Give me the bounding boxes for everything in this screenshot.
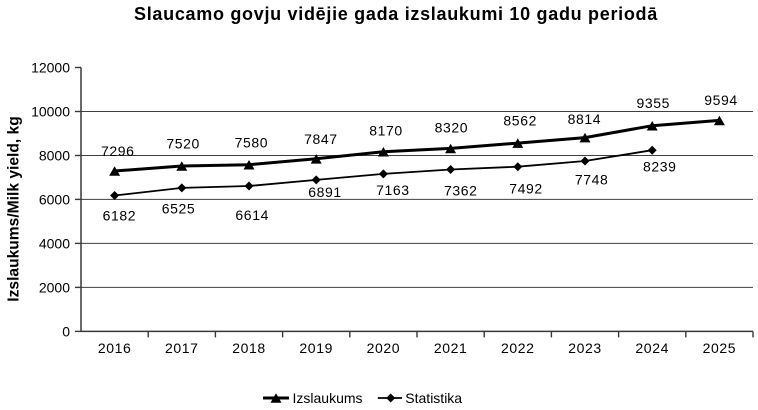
svg-text:2019: 2019: [299, 340, 333, 356]
svg-text:Statistika: Statistika: [405, 390, 462, 406]
svg-text:6000: 6000: [39, 191, 70, 207]
svg-text:7520: 7520: [166, 136, 200, 152]
svg-text:8814: 8814: [568, 111, 602, 127]
svg-text:10000: 10000: [31, 103, 70, 119]
svg-text:7748: 7748: [575, 171, 609, 187]
svg-text:2018: 2018: [232, 340, 266, 356]
svg-text:2024: 2024: [635, 340, 669, 356]
svg-text:7296: 7296: [101, 143, 135, 159]
svg-text:2021: 2021: [434, 340, 468, 356]
svg-text:9594: 9594: [704, 92, 738, 108]
svg-text:Izslaukums: Izslaukums: [293, 390, 363, 406]
svg-text:6182: 6182: [103, 208, 137, 224]
svg-text:Slaucamo govju vidējie gada iz: Slaucamo govju vidējie gada izslaukumi 1…: [134, 4, 658, 24]
svg-text:7580: 7580: [235, 135, 269, 151]
svg-text:8320: 8320: [435, 120, 469, 136]
svg-text:6614: 6614: [235, 207, 269, 223]
svg-text:2022: 2022: [501, 340, 535, 356]
svg-text:6891: 6891: [308, 184, 342, 200]
svg-text:8562: 8562: [503, 113, 537, 129]
svg-text:2020: 2020: [367, 340, 401, 356]
svg-text:7163: 7163: [376, 182, 410, 198]
svg-text:8239: 8239: [643, 159, 677, 175]
svg-text:8000: 8000: [39, 147, 70, 163]
svg-text:2023: 2023: [568, 340, 602, 356]
svg-text:7362: 7362: [444, 182, 478, 198]
svg-text:7847: 7847: [304, 131, 338, 147]
svg-text:12000: 12000: [31, 59, 70, 75]
svg-text:4000: 4000: [39, 235, 70, 251]
svg-text:7492: 7492: [509, 180, 543, 196]
svg-text:8170: 8170: [369, 122, 403, 138]
svg-text:0: 0: [62, 323, 70, 339]
svg-text:2025: 2025: [703, 340, 737, 356]
svg-text:2000: 2000: [39, 279, 70, 295]
svg-text:Izslaukums/Milk yield, kg: Izslaukums/Milk yield, kg: [6, 116, 23, 301]
svg-text:2016: 2016: [98, 340, 132, 356]
svg-text:9355: 9355: [637, 95, 671, 111]
svg-text:6525: 6525: [162, 200, 196, 216]
svg-text:2017: 2017: [165, 340, 199, 356]
